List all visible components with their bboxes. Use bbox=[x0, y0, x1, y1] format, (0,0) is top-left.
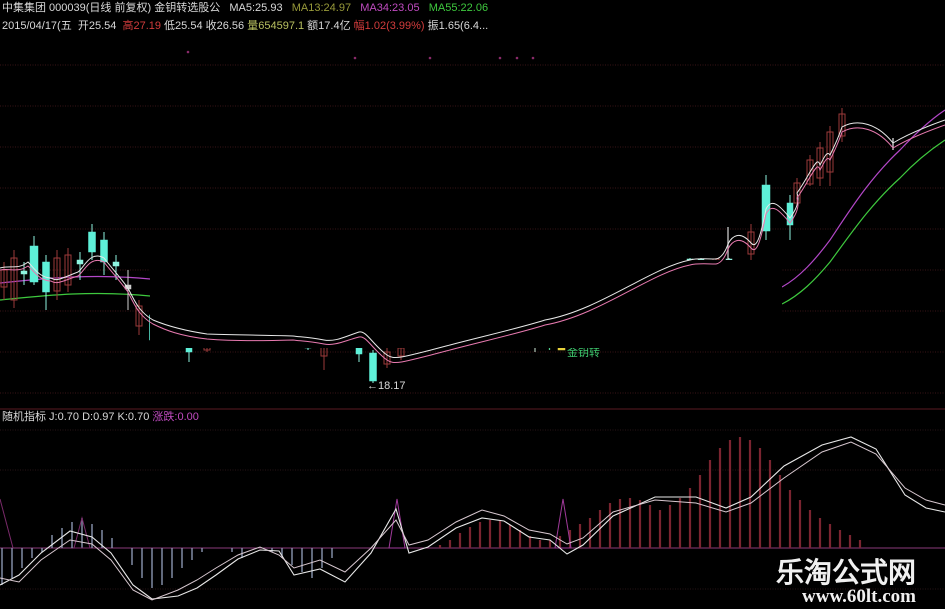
svg-text:乐淘公式网: 乐淘公式网 bbox=[776, 557, 916, 588]
svg-text:←18.17: ←18.17 bbox=[367, 380, 406, 392]
svg-text:www.60lt.com: www.60lt.com bbox=[802, 586, 916, 607]
